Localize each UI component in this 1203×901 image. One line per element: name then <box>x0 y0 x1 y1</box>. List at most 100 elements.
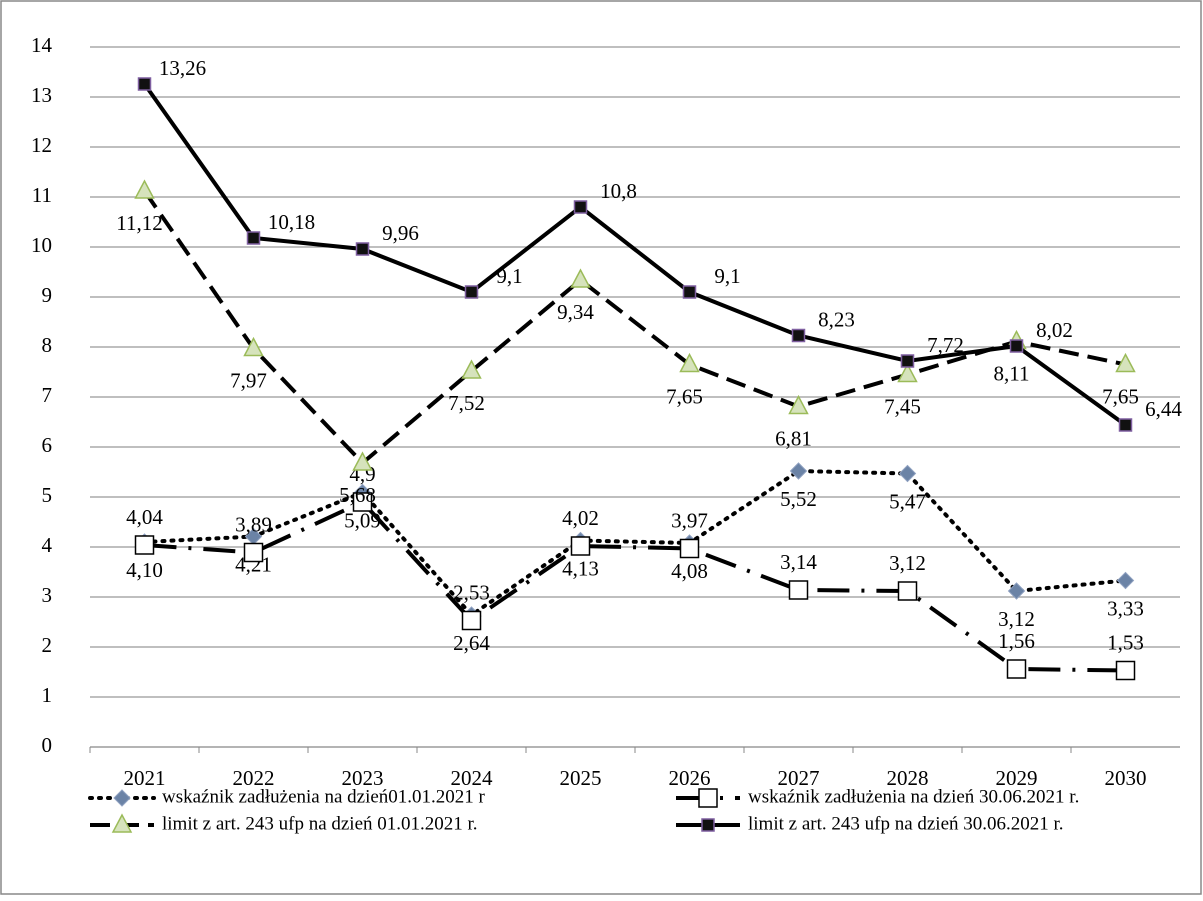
marker <box>900 354 915 368</box>
marker <box>461 359 482 379</box>
marker <box>111 813 133 833</box>
marker <box>352 451 373 471</box>
x-tick-label: 2028 <box>887 766 929 790</box>
y-tick-label: 3 <box>42 583 53 607</box>
data-label: 10,8 <box>600 179 637 203</box>
series: 11,12 7,97 5,68 7,52 9,34 7,65 6,81 7,45 8,11 7,6… <box>116 179 1139 507</box>
data-label: 3,33 <box>1107 596 1144 620</box>
marker <box>243 542 264 563</box>
x-tick-label: 2025 <box>560 766 602 790</box>
data-label: 9,1 <box>714 264 740 288</box>
x-tick-label: 2030 <box>1105 766 1147 790</box>
data-label: 3,14 <box>780 550 817 574</box>
data-label: 6,81 <box>775 426 812 450</box>
data-label: 5,52 <box>780 487 817 511</box>
legend-label: wskaźnik zadłużenia na dzień 30.06.2021 … <box>748 786 1079 807</box>
y-tick-label: 11 <box>32 183 52 207</box>
y-tick-label: 2 <box>42 633 53 657</box>
y-tick-label: 7 <box>42 383 53 407</box>
data-label: 8,02 <box>1036 318 1073 342</box>
marker <box>698 788 718 808</box>
series-line <box>142 82 1127 427</box>
y-tick-label: 14 <box>31 33 53 57</box>
marker <box>788 394 809 415</box>
marker <box>570 536 591 556</box>
data-label: 4,04 <box>126 505 163 529</box>
y-tick-label: 0 <box>42 733 53 757</box>
x-tick-label: 2024 <box>451 766 494 790</box>
data-label: 7,52 <box>448 391 485 415</box>
data-label: 1,56 <box>998 629 1035 653</box>
data-label: 9,1 <box>496 264 522 288</box>
y-tick-label: 6 <box>42 433 53 457</box>
data-label: 10,18 <box>268 210 315 234</box>
data-label: 8,23 <box>818 307 855 331</box>
data-label: 2,53 <box>453 580 490 604</box>
series: 13,26 10,18 9,96 9,1 10,8 9,1 8,23 7,72 8,02 6,44 <box>137 56 1182 432</box>
marker <box>1118 418 1133 432</box>
y-tick-label: 8 <box>42 333 53 357</box>
x-tick-label: 2026 <box>669 766 711 790</box>
x-tick-label: 2021 <box>124 766 166 790</box>
x-tick-label: 2029 <box>996 766 1038 790</box>
marker <box>246 231 261 245</box>
marker <box>137 77 152 91</box>
marker <box>789 462 808 480</box>
marker <box>113 789 131 807</box>
marker <box>1007 582 1026 600</box>
x-tick-label: 2023 <box>342 766 384 790</box>
marker <box>1115 352 1136 373</box>
data-label: 5,68 <box>339 483 376 507</box>
data-label: 7,72 <box>927 333 964 357</box>
data-label: 13,26 <box>159 56 206 80</box>
marker <box>788 580 809 600</box>
marker <box>1115 660 1136 681</box>
marker <box>1116 571 1135 590</box>
marker <box>243 336 264 357</box>
data-label: 11,12 <box>116 211 162 235</box>
data-label: 4,02 <box>562 506 599 530</box>
data-label: 1,53 <box>1107 630 1144 654</box>
data-label: 3,12 <box>998 607 1035 631</box>
data-label: 4,10 <box>126 558 163 582</box>
data-label: 7,65 <box>1102 384 1139 408</box>
y-tick-label: 13 <box>31 83 52 107</box>
marker <box>1006 659 1027 679</box>
marker <box>573 200 588 214</box>
marker <box>897 362 918 383</box>
marker <box>352 492 373 512</box>
marker <box>898 464 917 483</box>
marker <box>682 285 697 299</box>
marker <box>701 818 715 832</box>
legend-label: limit z art. 243 ufp na dzień 30.06.2021… <box>748 813 1064 834</box>
y-tick-label: 5 <box>42 483 53 507</box>
x-tick-label: 2027 <box>778 766 820 790</box>
series-line <box>142 468 1128 618</box>
y-tick-label: 9 <box>42 283 53 307</box>
data-label: 8,11 <box>994 361 1030 385</box>
data-label: 5,09 <box>344 508 381 532</box>
data-label: 3,89 <box>235 512 272 536</box>
data-label: 7,45 <box>884 394 921 418</box>
marker <box>134 179 155 199</box>
marker <box>679 538 700 559</box>
data-label: 4,13 <box>562 556 599 580</box>
y-tick-label: 1 <box>42 683 53 707</box>
y-tick-label: 10 <box>31 233 52 257</box>
marker <box>355 242 370 256</box>
data-label: 9,96 <box>382 221 419 245</box>
data-label: 5,47 <box>889 489 926 513</box>
data-label: 2,64 <box>453 631 490 655</box>
legend-label: wskaźnik zadłużenia na dzień01.01.2021 r <box>162 786 486 807</box>
marker <box>1009 339 1024 353</box>
data-label: 3,12 <box>889 551 926 575</box>
data-label: 7,97 <box>230 368 267 392</box>
x-tick-label: 2022 <box>233 766 275 790</box>
marker <box>134 535 155 555</box>
series-line <box>142 189 1126 466</box>
marker <box>464 285 479 299</box>
series-line <box>144 499 1126 673</box>
legend-label: limit z art. 243 ufp na dzień 01.01.2021… <box>162 813 478 834</box>
marker <box>791 328 806 343</box>
data-label: 4,08 <box>671 559 708 583</box>
